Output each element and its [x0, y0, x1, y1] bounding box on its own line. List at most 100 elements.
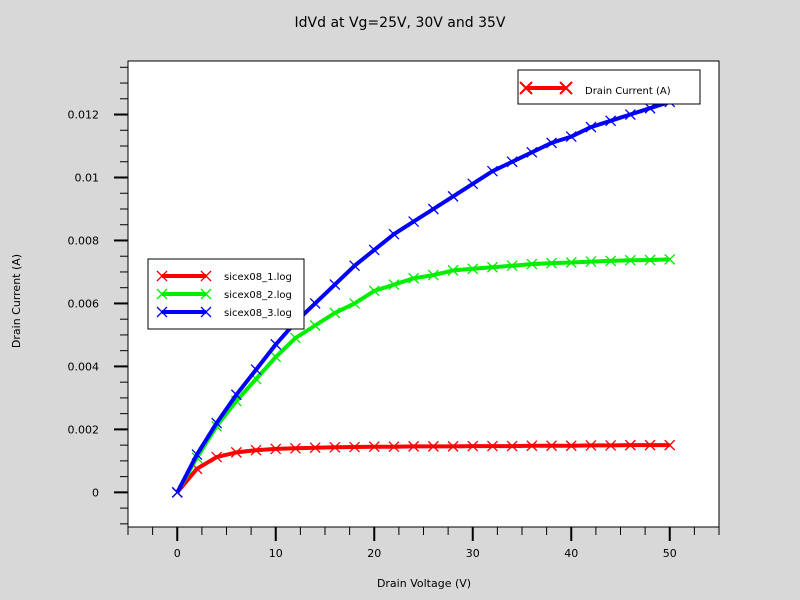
data-point [191, 449, 203, 461]
data-point-marker [171, 486, 183, 498]
x-tick-label: 10 [269, 547, 283, 560]
data-point [211, 451, 223, 463]
data-point [329, 441, 341, 453]
data-point [624, 439, 636, 451]
data-point [624, 109, 636, 120]
chart-title: IdVd at Vg=25V, 30V and 35V [295, 15, 506, 31]
y-axis-label: Drain Current (A) [10, 254, 23, 348]
y-tick-label: 0.012 [68, 109, 100, 122]
data-point-marker [427, 203, 439, 215]
data-point-marker [467, 263, 479, 275]
data-point [664, 439, 676, 451]
data-point [211, 417, 223, 429]
legend-marker [519, 81, 533, 95]
series-line [175, 443, 670, 494]
data-point-marker [349, 441, 361, 453]
data-point [565, 440, 577, 452]
data-point [585, 121, 597, 133]
data-point [526, 146, 538, 158]
data-point-marker [565, 257, 577, 268]
data-point-marker [211, 417, 223, 429]
data-point [447, 264, 459, 276]
data-point [408, 440, 420, 452]
data-point [605, 255, 617, 267]
data-point-marker [585, 121, 597, 133]
data-point [467, 178, 479, 190]
data-point-marker [526, 440, 538, 452]
legend-label: sicex08_3.log [224, 308, 292, 319]
data-point [408, 216, 420, 228]
data-point-marker [388, 441, 400, 453]
series-layer [171, 96, 676, 498]
x-tick-label: 30 [466, 547, 480, 560]
data-point [388, 228, 400, 240]
data-point-marker [408, 440, 420, 452]
y-tick-label: 0.01 [75, 172, 100, 185]
data-point [408, 272, 420, 284]
data-point-marker [289, 442, 301, 454]
data-point-marker [250, 444, 262, 456]
data-point-marker [506, 440, 518, 452]
data-point [546, 257, 558, 269]
data-point-marker [664, 439, 676, 451]
data-point [349, 441, 361, 453]
data-point [250, 364, 262, 376]
y-tick-label: 0.004 [68, 360, 100, 373]
data-point-marker [644, 439, 656, 451]
legend-item: sicex08_1.log [156, 270, 292, 283]
data-point [486, 165, 498, 177]
data-point [349, 297, 361, 309]
data-point [230, 446, 242, 458]
data-point-marker [211, 451, 223, 463]
data-point [467, 440, 479, 452]
legend-label: sicex08_2.log [224, 290, 292, 301]
data-point [624, 254, 636, 266]
data-point [388, 441, 400, 453]
series-legend-items: sicex08_1.log sicex08_2.log sicex08_3.log [156, 270, 292, 319]
data-point-marker [349, 297, 361, 309]
data-point [309, 442, 321, 454]
data-point-marker [565, 440, 577, 452]
data-point [644, 102, 656, 114]
data-point [230, 389, 242, 401]
x-axis: 0 10 20 30 40 50 [127, 527, 720, 560]
quantity-legend-markers [519, 81, 573, 95]
data-point-marker [546, 440, 558, 452]
data-point-marker [309, 297, 321, 309]
data-point-marker [270, 338, 282, 350]
legend-marker [156, 306, 168, 318]
legend-marker [156, 288, 168, 300]
data-point [270, 338, 282, 350]
data-point [289, 332, 301, 344]
legend-marker [559, 81, 573, 95]
x-tick-label: 40 [564, 547, 578, 560]
data-point [644, 439, 656, 451]
data-point-marker [408, 272, 420, 284]
data-point-marker [467, 440, 479, 452]
legend-label: sicex08_1.log [224, 272, 292, 283]
series-legend: sicex08_1.log sicex08_2.log sicex08_3.log [147, 258, 305, 330]
data-point-marker [230, 389, 242, 401]
data-point-marker [605, 115, 617, 127]
quantity-legend-label: Drain Current (A) [585, 86, 671, 97]
data-point-marker [408, 216, 420, 228]
data-point [546, 137, 558, 149]
data-point-marker [467, 178, 479, 190]
data-point-marker [447, 190, 459, 202]
data-point [289, 442, 301, 454]
data-point [368, 244, 380, 256]
data-point [309, 320, 321, 331]
data-point-marker [546, 257, 558, 269]
data-point [486, 261, 498, 273]
data-point [585, 256, 597, 268]
data-point [349, 260, 361, 272]
data-point-marker [329, 307, 341, 319]
data-point-marker [624, 254, 636, 266]
data-point-marker [309, 442, 321, 454]
data-point [565, 131, 577, 143]
data-point-marker [526, 146, 538, 158]
legend-marker [200, 288, 212, 300]
data-point [427, 440, 439, 452]
data-point-marker [486, 165, 498, 177]
data-point-marker [585, 256, 597, 268]
